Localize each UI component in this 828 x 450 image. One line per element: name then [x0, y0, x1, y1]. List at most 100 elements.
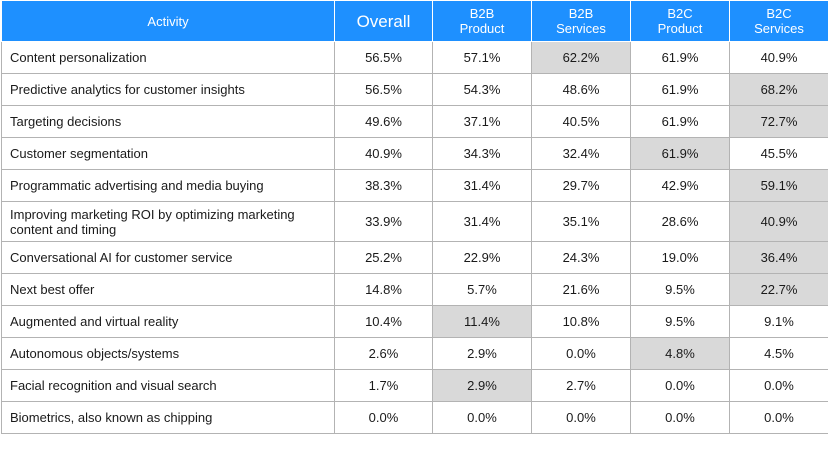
header-b2c-product: B2C Product [630, 0, 730, 42]
value-cell-b2b-product: 2.9% [432, 337, 532, 370]
table-body: Content personalization 56.5% 57.1% 62.2% 61… [1, 41, 828, 434]
value-cell-b2c-product: 19.0% [630, 241, 730, 274]
activity-label: Improving marketing ROI by optimizing ma… [1, 201, 335, 242]
header-b2b-services: B2B Services [531, 0, 631, 42]
table-row: Predictive analytics for customer insigh… [1, 73, 828, 106]
value-cell-b2b-services: 10.8% [531, 305, 631, 338]
value-cell-b2c-product: 61.9% [630, 137, 730, 170]
value-cell-b2c-services: 22.7% [729, 273, 828, 306]
value-cell-b2b-product: 31.4% [432, 201, 532, 242]
activity-label: Content personalization [1, 41, 335, 74]
value-cell-b2c-product: 4.8% [630, 337, 730, 370]
value-cell-b2c-product: 0.0% [630, 401, 730, 434]
value-cell-b2c-services: 9.1% [729, 305, 828, 338]
activity-label: Biometrics, also known as chipping [1, 401, 335, 434]
value-cell-overall: 56.5% [334, 73, 433, 106]
header-b2b-services-line1: B2B [568, 6, 594, 21]
value-cell-b2c-services: 45.5% [729, 137, 828, 170]
activity-label: Augmented and virtual reality [1, 305, 335, 338]
table-row: Next best offer 14.8% 5.7% 21.6% 9.5% 22.7% [1, 273, 828, 306]
value-cell-b2c-product: 42.9% [630, 169, 730, 202]
value-cell-b2b-product: 54.3% [432, 73, 532, 106]
value-cell-b2b-services: 29.7% [531, 169, 631, 202]
table-row: Improving marketing ROI by optimizing ma… [1, 201, 828, 242]
value-cell-b2b-services: 0.0% [531, 401, 631, 434]
value-cell-overall: 56.5% [334, 41, 433, 74]
table-row: Targeting decisions 49.6% 37.1% 40.5% 61.9% 7… [1, 105, 828, 138]
activity-label: Next best offer [1, 273, 335, 306]
value-cell-b2b-product: 11.4% [432, 305, 532, 338]
value-cell-overall: 2.6% [334, 337, 433, 370]
value-cell-b2c-services: 4.5% [729, 337, 828, 370]
value-cell-b2c-services: 36.4% [729, 241, 828, 274]
header-b2b-services-line2: Services [556, 21, 606, 36]
value-cell-b2b-services: 21.6% [531, 273, 631, 306]
value-cell-overall: 25.2% [334, 241, 433, 274]
value-cell-b2b-services: 40.5% [531, 105, 631, 138]
table-row: Facial recognition and visual search 1.7%… [1, 369, 828, 402]
table-row: Biometrics, also known as chipping 0.0% 0.… [1, 401, 828, 434]
value-cell-b2b-product: 5.7% [432, 273, 532, 306]
value-cell-b2b-services: 24.3% [531, 241, 631, 274]
value-cell-b2b-services: 35.1% [531, 201, 631, 242]
value-cell-b2c-services: 59.1% [729, 169, 828, 202]
header-b2b-product: B2B Product [432, 0, 532, 42]
activity-label: Facial recognition and visual search [1, 369, 335, 402]
header-activity: Activity [1, 0, 335, 42]
activity-label: Autonomous objects/systems [1, 337, 335, 370]
header-b2c-services-line2: Services [754, 21, 804, 36]
value-cell-b2c-services: 40.9% [729, 41, 828, 74]
value-cell-b2c-product: 61.9% [630, 73, 730, 106]
value-cell-b2b-product: 34.3% [432, 137, 532, 170]
header-b2b-product-line1: B2B [469, 6, 495, 21]
value-cell-overall: 0.0% [334, 401, 433, 434]
table-row: Autonomous objects/systems 2.6% 2.9% 0.0% 4.… [1, 337, 828, 370]
activity-label: Customer segmentation [1, 137, 335, 170]
value-cell-b2b-product: 37.1% [432, 105, 532, 138]
value-cell-b2b-product: 2.9% [432, 369, 532, 402]
header-row: Activity Overall B2B Product B2B Service… [1, 0, 828, 42]
value-cell-overall: 14.8% [334, 273, 433, 306]
value-cell-b2c-product: 61.9% [630, 105, 730, 138]
value-cell-b2b-services: 48.6% [531, 73, 631, 106]
header-b2c-services: B2C Services [729, 0, 828, 42]
value-cell-b2b-services: 0.0% [531, 337, 631, 370]
value-cell-b2c-services: 72.7% [729, 105, 828, 138]
table-row: Conversational AI for customer service 25… [1, 241, 828, 274]
header-b2b-product-line2: Product [459, 21, 505, 36]
value-cell-b2b-services: 62.2% [531, 41, 631, 74]
value-cell-b2b-product: 31.4% [432, 169, 532, 202]
table-row: Customer segmentation 40.9% 34.3% 32.4% 61.9… [1, 137, 828, 170]
value-cell-overall: 49.6% [334, 105, 433, 138]
activity-label: Predictive analytics for customer insigh… [1, 73, 335, 106]
header-b2c-product-line2: Product [657, 21, 703, 36]
value-cell-b2b-product: 57.1% [432, 41, 532, 74]
value-cell-b2c-services: 40.9% [729, 201, 828, 242]
value-cell-b2b-product: 0.0% [432, 401, 532, 434]
value-cell-b2c-product: 9.5% [630, 305, 730, 338]
value-cell-b2b-services: 2.7% [531, 369, 631, 402]
value-cell-overall: 1.7% [334, 369, 433, 402]
activity-table: Activity Overall B2B Product B2B Service… [1, 0, 828, 434]
activity-label: Conversational AI for customer service [1, 241, 335, 274]
activity-label: Targeting decisions [1, 105, 335, 138]
value-cell-b2b-services: 32.4% [531, 137, 631, 170]
header-b2c-product-line1: B2C [667, 6, 693, 21]
value-cell-overall: 38.3% [334, 169, 433, 202]
value-cell-overall: 40.9% [334, 137, 433, 170]
value-cell-b2c-product: 61.9% [630, 41, 730, 74]
value-cell-b2c-services: 0.0% [729, 369, 828, 402]
value-cell-overall: 10.4% [334, 305, 433, 338]
value-cell-b2c-services: 0.0% [729, 401, 828, 434]
activity-label: Programmatic advertising and media buyin… [1, 169, 335, 202]
header-overall: Overall [334, 0, 433, 42]
table-row: Augmented and virtual reality 10.4% 11.4% 1… [1, 305, 828, 338]
value-cell-overall: 33.9% [334, 201, 433, 242]
table-row: Programmatic advertising and media buyin… [1, 169, 828, 202]
value-cell-b2c-product: 0.0% [630, 369, 730, 402]
value-cell-b2c-product: 28.6% [630, 201, 730, 242]
table-row: Content personalization 56.5% 57.1% 62.2% 61… [1, 41, 828, 74]
value-cell-b2b-product: 22.9% [432, 241, 532, 274]
header-b2c-services-line1: B2C [766, 6, 792, 21]
value-cell-b2c-services: 68.2% [729, 73, 828, 106]
